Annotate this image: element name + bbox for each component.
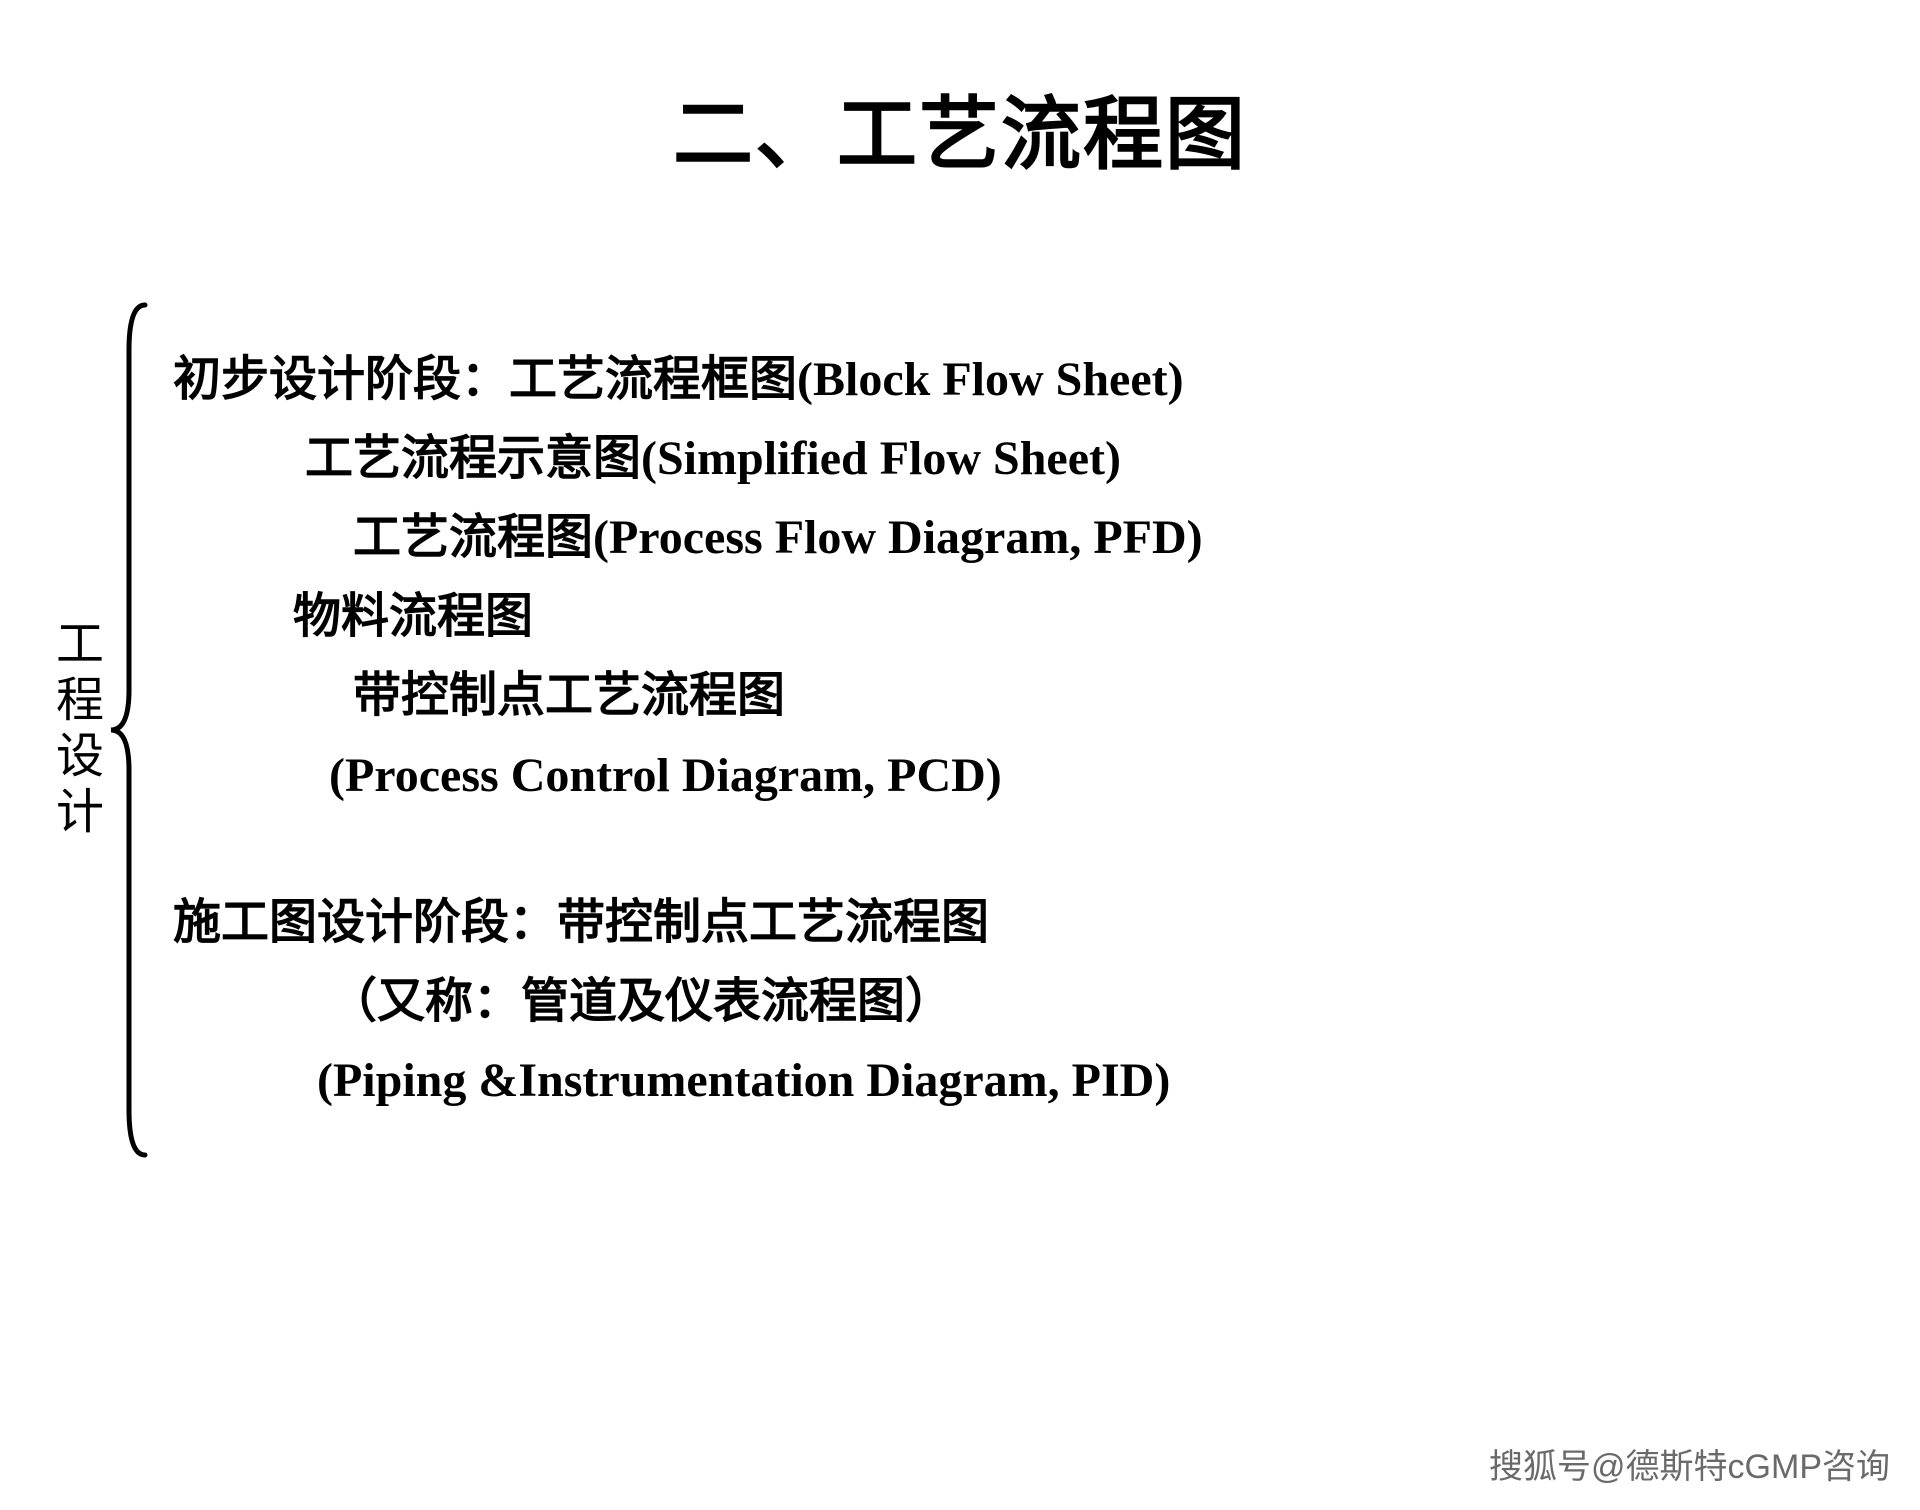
line-preliminary-block-flow: 初步设计阶段：工艺流程框图(Block Flow Sheet) (173, 340, 1203, 419)
line-process-control-diagram: (Process Control Diagram, PCD) (173, 736, 1203, 815)
section-gap (173, 815, 1203, 883)
line-material-flow: 物料流程图 (173, 577, 1203, 656)
vertical-category-label: 工程设计 (50, 618, 98, 842)
content-container: 工程设计 初步设计阶段：工艺流程框图(Block Flow Sheet) 工艺流… (50, 300, 1347, 1160)
line-piping-instrument-alias: （又称：管道及仪表流程图） (173, 962, 1203, 1041)
slide-title: 二、工艺流程图 (0, 70, 1920, 186)
curly-brace-icon (103, 300, 153, 1160)
line-simplified-flow: 工艺流程示意图(Simplified Flow Sheet) (173, 419, 1203, 498)
line-process-flow-diagram: 工艺流程图(Process Flow Diagram, PFD) (173, 498, 1203, 577)
line-construction-control-flow: 施工图设计阶段：带控制点工艺流程图 (173, 883, 1203, 962)
content-list: 初步设计阶段：工艺流程框图(Block Flow Sheet) 工艺流程示意图(… (173, 340, 1203, 1121)
watermark-label: 搜狐号@德斯特cGMP咨询 (1489, 1439, 1890, 1488)
line-control-point-flow: 带控制点工艺流程图 (173, 656, 1203, 735)
line-piping-instrumentation-diagram: (Piping &Instrumentation Diagram, PID) (173, 1041, 1203, 1120)
